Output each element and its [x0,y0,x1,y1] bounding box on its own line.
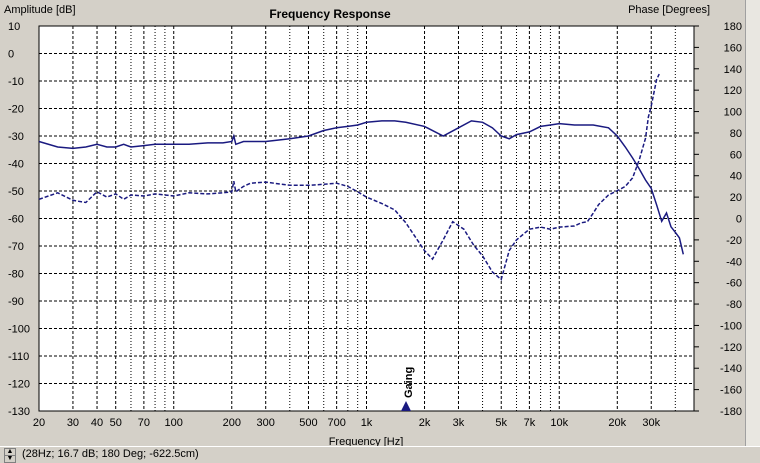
x-tick-label: 30k [642,417,660,429]
y-left-tick-label: -40 [8,159,24,171]
y-left-tick-label: -80 [8,269,24,281]
y-right-tick-label: -60 [726,278,742,290]
y-right-tick-label: -120 [720,342,742,354]
x-tick-label: 40 [91,417,103,429]
x-axis-label: Frequency [Hz] [329,436,404,446]
x-tick-label: 100 [165,417,183,429]
series-layer [38,73,685,281]
marker-label: Gaing [403,367,415,398]
y-left-tick-label: -130 [8,406,30,418]
y-right-tick-label: 120 [724,85,742,97]
status-bar: ▲ ▼ (28Hz; 16.7 dB; 180 Deg; -622.5cm) [0,446,760,463]
y-left-tick-label: -70 [8,241,24,253]
tick-labels: 100-10-20-30-40-50-60-70-80-90-100-110-1… [8,21,742,429]
grid [38,26,695,411]
x-tick-label: 10k [550,417,568,429]
y-left-axis-label: Amplitude [dB] [4,4,76,16]
y-right-tick-label: -100 [720,320,742,332]
y-left-tick-label: -30 [8,131,24,143]
y-left-tick-label: 0 [8,49,14,61]
y-right-tick-label: 20 [730,192,742,204]
y-right-tick-label: -180 [720,406,742,418]
y-right-tick-label: 0 [736,214,742,226]
x-tick-label: 700 [327,417,345,429]
y-right-tick-label: -160 [720,385,742,397]
y-left-tick-label: -60 [8,214,24,226]
amplitude-series-line [38,120,685,255]
y-right-tick-label: 180 [724,21,742,33]
x-tick-label: 70 [138,417,150,429]
phase-series-line [38,73,660,281]
y-left-tick-label: -50 [8,186,24,198]
y-right-tick-label: 160 [724,42,742,54]
x-tick-label: 200 [223,417,241,429]
chart: 100-10-20-30-40-50-60-70-80-90-100-110-1… [4,4,742,446]
y-left-tick-label: 10 [8,21,20,33]
y-right-tick-label: 100 [724,107,742,119]
y-left-tick-label: -110 [8,351,29,363]
chart-title: Frequency Response [269,7,391,21]
y-right-tick-label: -40 [726,256,742,268]
x-tick-label: 1k [361,417,373,429]
y-right-tick-label: 60 [730,149,742,161]
x-tick-label: 50 [110,417,122,429]
x-tick-label: 500 [299,417,317,429]
x-tick-label: 20 [33,417,45,429]
x-tick-label: 7k [524,417,536,429]
y-right-tick-label: -20 [726,235,742,247]
y-right-tick-label: 140 [724,64,742,76]
cursor-readout: (28Hz; 16.7 dB; 180 Deg; -622.5cm) [22,448,199,460]
x-tick-label: 5k [495,417,507,429]
gaing-marker[interactable]: Gaing [401,367,415,411]
x-tick-label: 20k [608,417,626,429]
vertical-scrollbar[interactable] [745,0,760,446]
y-right-tick-label: -140 [720,363,742,375]
y-right-tick-label: 40 [730,171,742,183]
y-left-tick-label: -10 [8,76,24,88]
x-tick-label: 2k [419,417,431,429]
y-left-tick-label: -120 [8,379,30,391]
y-right-tick-label: 80 [730,128,742,140]
y-left-tick-label: -90 [8,296,24,308]
marker-arrow-icon [401,401,411,411]
x-tick-label: 30 [67,417,79,429]
x-tick-label: 3k [453,417,465,429]
y-left-tick-label: -20 [8,104,24,116]
y-right-axis-label: Phase [Degrees] [628,4,710,16]
y-right-tick-label: -80 [726,299,742,311]
x-tick-label: 300 [257,417,275,429]
y-left-tick-label: -100 [8,324,30,336]
